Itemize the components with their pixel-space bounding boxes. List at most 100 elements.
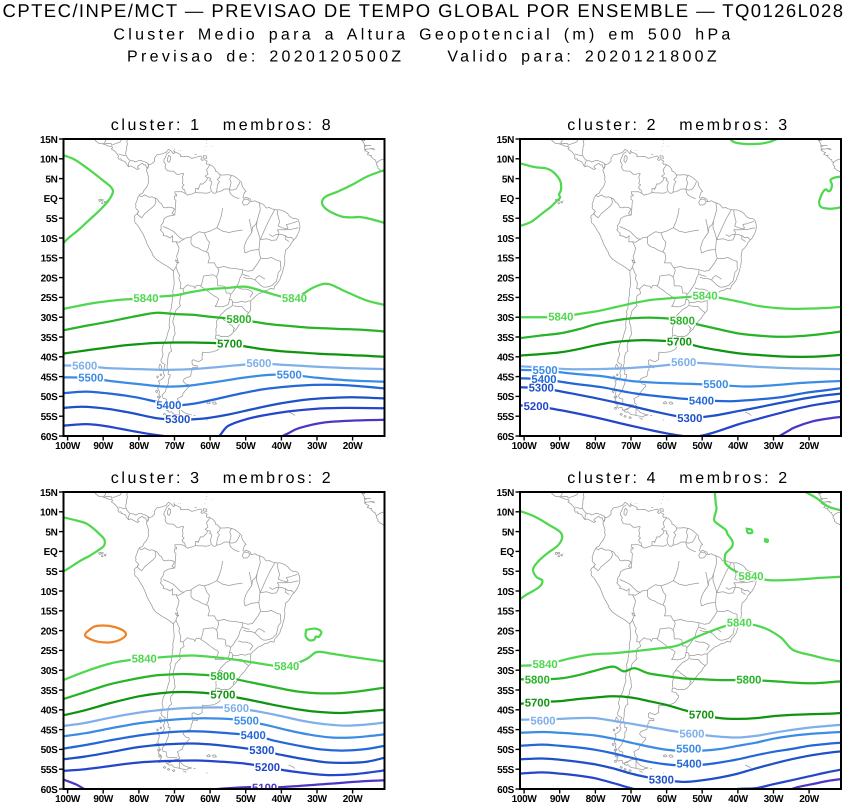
svg-text:20W: 20W <box>799 441 820 452</box>
svg-text:5840: 5840 <box>727 618 752 630</box>
svg-text:5840: 5840 <box>693 290 718 302</box>
svg-text:5300: 5300 <box>677 413 702 425</box>
svg-text:35S: 35S <box>497 686 515 697</box>
svg-text:15S: 15S <box>41 607 59 618</box>
svg-text:30W: 30W <box>307 441 328 452</box>
svg-text:5S: 5S <box>46 567 58 578</box>
svg-text:5600: 5600 <box>671 357 696 369</box>
svg-text:5600: 5600 <box>530 716 555 728</box>
svg-text:15N: 15N <box>497 488 515 499</box>
svg-text:5800: 5800 <box>226 314 251 326</box>
svg-text:40W: 40W <box>728 794 749 803</box>
svg-text:Previsao de: 2020120500Z Va: Previsao de: 2020120500Z Valido para: 20… <box>127 49 720 66</box>
svg-text:50S: 50S <box>41 392 59 403</box>
svg-text:60W: 60W <box>657 441 678 452</box>
svg-text:5700: 5700 <box>689 710 714 722</box>
svg-text:5700: 5700 <box>667 337 692 349</box>
svg-text:50S: 50S <box>497 392 515 403</box>
svg-text:5800: 5800 <box>210 671 235 683</box>
svg-text:55S: 55S <box>41 765 59 776</box>
svg-text:5500: 5500 <box>703 379 728 391</box>
svg-text:80W: 80W <box>129 794 150 803</box>
svg-text:10S: 10S <box>41 587 59 598</box>
svg-text:25S: 25S <box>41 293 59 304</box>
svg-text:30S: 30S <box>41 666 59 677</box>
svg-text:5500: 5500 <box>234 716 259 728</box>
svg-text:25S: 25S <box>497 646 515 657</box>
svg-text:CPTEC/INPE/MCT — PREVISAO DE T: CPTEC/INPE/MCT — PREVISAO DE TEMPO GLOBA… <box>3 0 845 21</box>
svg-text:55S: 55S <box>497 412 515 423</box>
svg-text:35S: 35S <box>41 333 59 344</box>
svg-text:5600: 5600 <box>72 361 97 373</box>
svg-text:55S: 55S <box>41 412 59 423</box>
svg-text:5840: 5840 <box>282 293 307 305</box>
svg-text:70W: 70W <box>165 441 186 452</box>
svg-text:50W: 50W <box>692 794 713 803</box>
svg-text:30S: 30S <box>41 313 59 324</box>
svg-text:5700: 5700 <box>525 698 550 710</box>
svg-text:5300: 5300 <box>529 382 554 394</box>
svg-text:5400: 5400 <box>241 730 266 742</box>
svg-text:90W: 90W <box>550 794 571 803</box>
svg-text:5400: 5400 <box>677 758 702 770</box>
svg-text:5840: 5840 <box>274 661 299 673</box>
svg-text:25S: 25S <box>41 646 59 657</box>
svg-text:20W: 20W <box>343 441 364 452</box>
svg-text:80W: 80W <box>129 441 150 452</box>
svg-text:45S: 45S <box>497 372 515 383</box>
svg-text:100W: 100W <box>512 441 538 452</box>
svg-text:5400: 5400 <box>689 395 714 407</box>
svg-text:cluster: 2 membros: 3: cluster: 2 membros: 3 <box>567 117 790 134</box>
svg-text:5700: 5700 <box>210 690 235 702</box>
svg-text:70W: 70W <box>165 794 186 803</box>
svg-text:90W: 90W <box>93 794 114 803</box>
svg-text:50W: 50W <box>692 441 713 452</box>
svg-text:80W: 80W <box>586 441 607 452</box>
svg-text:5N: 5N <box>45 527 57 538</box>
svg-text:EQ: EQ <box>44 194 58 205</box>
svg-text:50S: 50S <box>41 745 59 756</box>
svg-text:20S: 20S <box>41 273 59 284</box>
svg-text:90W: 90W <box>93 441 114 452</box>
svg-text:5500: 5500 <box>533 365 558 377</box>
svg-text:5840: 5840 <box>548 311 573 323</box>
svg-text:40S: 40S <box>41 706 59 717</box>
svg-text:45S: 45S <box>41 725 59 736</box>
svg-text:5600: 5600 <box>246 358 271 370</box>
svg-text:5300: 5300 <box>649 775 674 787</box>
svg-text:5840: 5840 <box>533 659 558 671</box>
svg-text:50W: 50W <box>236 794 257 803</box>
svg-text:20W: 20W <box>343 794 364 803</box>
svg-text:35S: 35S <box>41 686 59 697</box>
svg-text:15N: 15N <box>40 488 58 499</box>
svg-text:40W: 40W <box>272 794 293 803</box>
svg-text:5300: 5300 <box>249 745 274 757</box>
svg-text:100W: 100W <box>55 794 81 803</box>
svg-text:30W: 30W <box>307 794 328 803</box>
svg-text:55S: 55S <box>497 765 515 776</box>
svg-text:5N: 5N <box>502 527 514 538</box>
svg-text:5800: 5800 <box>736 675 761 687</box>
svg-text:60W: 60W <box>200 794 221 803</box>
svg-text:70W: 70W <box>621 441 642 452</box>
svg-text:40S: 40S <box>497 706 515 717</box>
svg-text:40W: 40W <box>272 441 293 452</box>
svg-text:70W: 70W <box>621 794 642 803</box>
svg-text:5200: 5200 <box>524 401 549 413</box>
svg-text:5840: 5840 <box>738 571 763 583</box>
svg-text:10S: 10S <box>41 234 59 245</box>
svg-text:5S: 5S <box>502 567 514 578</box>
svg-text:30W: 30W <box>764 441 785 452</box>
svg-text:5200: 5200 <box>255 762 280 774</box>
svg-text:30S: 30S <box>497 666 515 677</box>
svg-text:5100: 5100 <box>252 782 277 794</box>
svg-text:EQ: EQ <box>500 194 514 205</box>
svg-text:20S: 20S <box>497 273 515 284</box>
svg-text:5500: 5500 <box>676 744 701 756</box>
svg-text:10S: 10S <box>497 587 515 598</box>
svg-text:50S: 50S <box>497 745 515 756</box>
svg-text:20S: 20S <box>41 626 59 637</box>
svg-text:15S: 15S <box>41 254 59 265</box>
svg-text:EQ: EQ <box>44 547 58 558</box>
svg-text:20S: 20S <box>497 626 515 637</box>
